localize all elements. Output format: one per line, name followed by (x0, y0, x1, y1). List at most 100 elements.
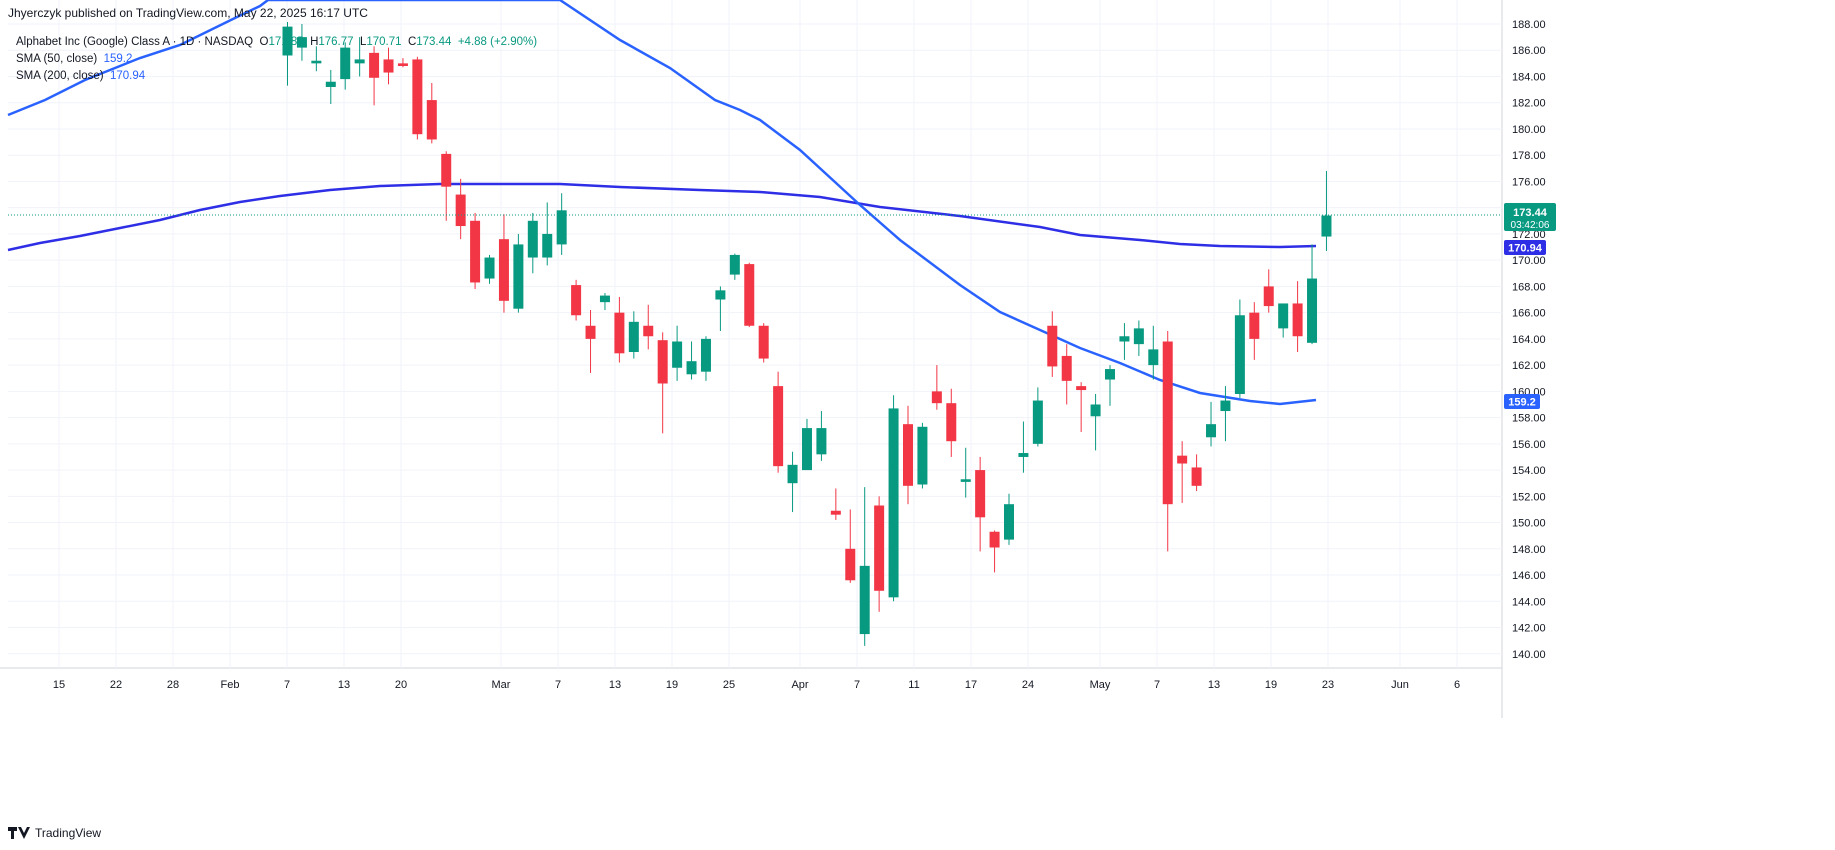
candle-body (1018, 453, 1029, 457)
price-tick-label: 184.00 (1512, 71, 1546, 83)
price-tick-label: 188.00 (1512, 19, 1546, 31)
candle-up (311, 46, 322, 72)
candle-body (1162, 341, 1173, 505)
candle-body (643, 325, 654, 337)
candle-body (715, 290, 726, 300)
sma200-badge-bg (1504, 240, 1546, 255)
candle-down (571, 279, 582, 321)
countdown-text: 03:42:06 (1511, 220, 1550, 231)
candle-down (874, 496, 885, 612)
candle-body (902, 424, 913, 486)
candle-body (931, 391, 942, 404)
candle-down (744, 262, 755, 328)
candle-up (527, 212, 538, 274)
sma200-badge: 170.94 (1504, 240, 1546, 255)
candle-down (1061, 344, 1072, 405)
candle-body (758, 325, 769, 359)
sma50-badge-bg (1504, 394, 1540, 409)
sma-50-path (7, 0, 1317, 406)
candle-down (773, 371, 784, 473)
candle-body (1206, 424, 1217, 438)
sma200-legend-row[interactable]: SMA (200, close) 170.94 (16, 68, 537, 85)
symbol-row[interactable]: Alphabet Inc (Google) Class A · 1D · NAS… (16, 36, 538, 48)
candle-body (1105, 369, 1116, 380)
candle-down (1249, 302, 1260, 360)
candle-up (1148, 325, 1159, 380)
candle-body (1278, 303, 1289, 329)
candle-body (845, 548, 856, 581)
candle-up (628, 311, 639, 359)
candle-body (686, 361, 697, 375)
time-tick-label: 13 (338, 679, 350, 691)
candle-body (874, 505, 885, 591)
candle-body (340, 47, 351, 80)
candle-body (383, 59, 394, 73)
candle-up (1018, 421, 1029, 473)
candle-down (397, 58, 408, 68)
candle-down (1177, 441, 1188, 503)
candle-body (1249, 312, 1260, 339)
price-tick-label: 178.00 (1512, 150, 1546, 162)
candle-down (441, 151, 452, 221)
candle-up (513, 233, 524, 313)
sma-200-path (7, 182, 1317, 252)
sma200-label: SMA (200, close) (16, 70, 104, 82)
sma50-badge: 159.2 (1504, 394, 1540, 409)
price-tick-label: 152.00 (1512, 491, 1546, 503)
low-value: 170.71 (366, 36, 402, 48)
time-tick-label: 7 (555, 679, 561, 691)
candle-down (657, 332, 668, 434)
sma50-legend-row[interactable]: SMA (50, close) 159.2 (16, 51, 537, 68)
candle-up (1307, 244, 1318, 345)
candle-body (614, 312, 625, 354)
sma50-value: 159.2 (103, 53, 133, 65)
candle-down (758, 323, 769, 363)
time-tick-label: 17 (965, 679, 977, 691)
candle-body (830, 510, 841, 515)
time-tick-label: 24 (1022, 679, 1034, 691)
candle-up (1321, 170, 1332, 251)
candle-body (1321, 215, 1332, 237)
time-tick-label: Mar (492, 679, 511, 691)
candle-down (902, 405, 913, 505)
candle-body (946, 403, 957, 442)
candle-up (340, 42, 351, 90)
candle-down (1162, 331, 1173, 552)
candle-body (989, 531, 1000, 548)
candle-up (484, 254, 495, 284)
tradingview-footer[interactable]: TradingView (8, 826, 101, 840)
time-tick-label: 11 (908, 679, 919, 691)
candle-up (1032, 387, 1043, 447)
candle-body (1263, 286, 1274, 307)
high-value: 176.77 (318, 36, 354, 48)
candle-body (354, 59, 365, 64)
candle-down (614, 296, 625, 363)
candle-down (1191, 454, 1202, 492)
candle-body (1177, 455, 1188, 464)
price-axis[interactable]: 140.00 142.00 144.00 146.00 148.00 150.00 152.… (1512, 19, 1546, 661)
price-tick-label: 180.00 (1512, 124, 1546, 136)
candle-up (282, 22, 293, 86)
last-price-text: 173.44 (1513, 207, 1548, 219)
candle-up (715, 286, 726, 332)
candle-down (383, 47, 394, 85)
price-tick-label: 172.00 (1512, 229, 1546, 241)
candle-body (801, 428, 812, 471)
candle-body (556, 210, 567, 245)
time-tick-label: 19 (666, 679, 678, 691)
time-tick-label: Jun (1391, 679, 1409, 691)
candle-up (599, 292, 610, 311)
candle-body (599, 295, 610, 303)
time-axis[interactable]: 15 22 28 Feb 7 13 20 Mar 7 13 19 25 Apr 7 11 17 24 May 7 13… (53, 679, 1460, 691)
grid (0, 0, 1503, 718)
candle-down (975, 456, 986, 552)
candle-down (1263, 269, 1274, 313)
candle-body (1076, 386, 1087, 391)
candle-body (729, 254, 740, 275)
candle-up (1206, 401, 1217, 447)
candle-body (470, 220, 481, 283)
candle-up (1119, 323, 1130, 360)
candle-up (1234, 299, 1245, 398)
